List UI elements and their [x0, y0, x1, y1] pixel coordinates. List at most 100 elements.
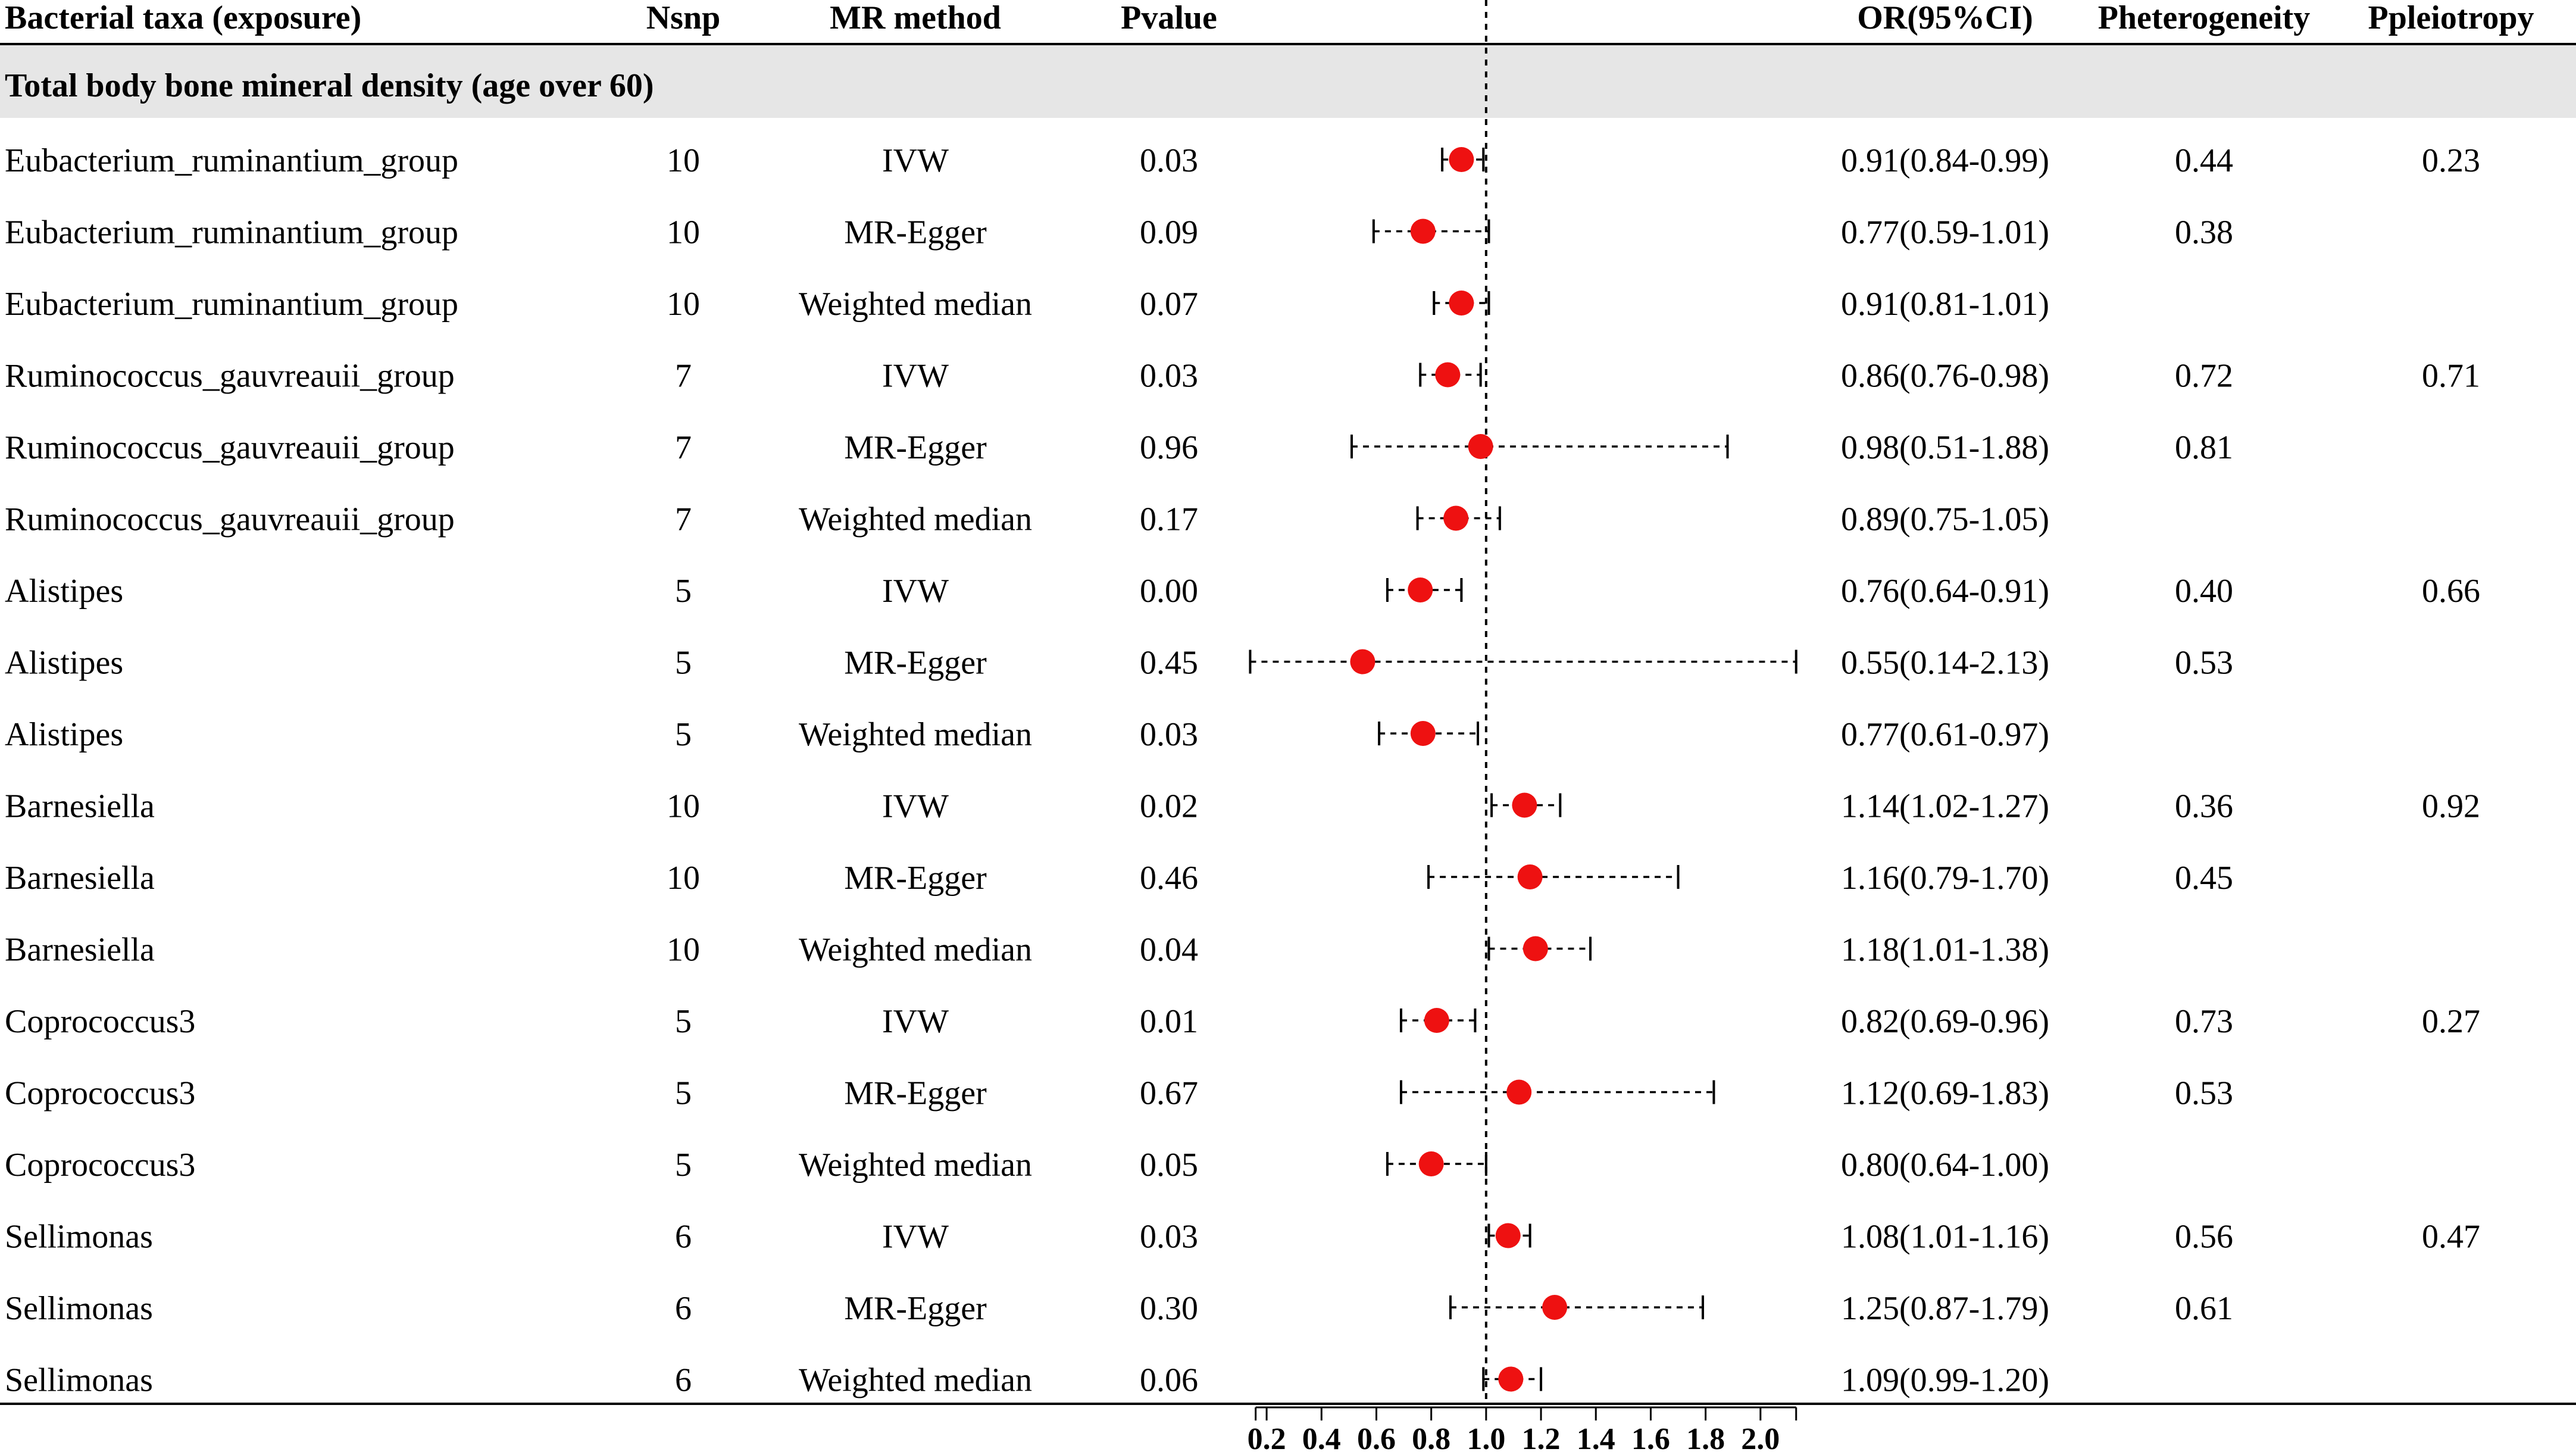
table-row: Alistipes 5 IVW 0.00 0.76(0.64-0.91) 0.40 0.66 — [5, 573, 2480, 610]
cell-pvalue: 0.46 — [1140, 860, 1198, 897]
cell-ppleiotropy: 0.23 — [2422, 142, 2480, 179]
cell-pvalue: 0.01 — [1140, 1003, 1198, 1040]
table-row: Coprococcus3 5 Weighted median 0.05 0.80(0.6… — [5, 1147, 2049, 1184]
table-row: Barnesiella 10 IVW 0.02 1.14(1.02-1.27) 0.36 0… — [5, 788, 2480, 825]
ci-whisker — [1249, 650, 1797, 674]
header-or-ci: OR(95%CI) — [1857, 0, 2033, 36]
cell-nsnp: 6 — [675, 1290, 692, 1327]
cell-pvalue: 0.03 — [1140, 358, 1198, 395]
cell-pvalue: 0.03 — [1140, 716, 1198, 753]
cell-taxa: Coprococcus3 — [5, 1147, 195, 1184]
header-taxa: Bacterial taxa (exposure) — [5, 0, 361, 36]
cell-or-ci: 0.91(0.84-0.99) — [1841, 142, 2049, 179]
header-row: Bacterial taxa (exposure) Nsnp MR method… — [5, 0, 2534, 36]
cell-pvalue: 0.30 — [1140, 1290, 1198, 1327]
cell-or-ci: 1.12(0.69-1.83) — [1841, 1075, 2049, 1112]
cell-nsnp: 5 — [675, 1003, 692, 1040]
cell-mr-method: IVW — [882, 573, 949, 610]
cell-pvalue: 0.03 — [1140, 142, 1198, 179]
ci-whisker — [1350, 435, 1729, 458]
cell-mr-method: Weighted median — [799, 1362, 1032, 1399]
cell-or-ci: 0.76(0.64-0.91) — [1841, 573, 2049, 610]
or-point — [1410, 721, 1436, 746]
cell-ppleiotropy: 0.27 — [2422, 1003, 2480, 1040]
x-tick-label: 1.8 — [1686, 1422, 1725, 1455]
table-row: Barnesiella 10 MR-Egger 0.46 1.16(0.79-1.70)… — [5, 860, 2233, 897]
x-tick-label: 1.2 — [1522, 1422, 1561, 1455]
cell-pheterogeneity: 0.53 — [2175, 645, 2233, 682]
subgroup-title: Total body bone mineral density (age ove… — [5, 67, 654, 104]
cell-mr-method: MR-Egger — [844, 429, 987, 466]
or-point — [1435, 362, 1461, 388]
table-row: Alistipes 5 Weighted median 0.03 0.77(0.61-0… — [5, 716, 2049, 753]
ci-whisker — [1427, 865, 1680, 889]
cell-pheterogeneity: 0.45 — [2175, 860, 2233, 897]
cell-pvalue: 0.00 — [1140, 573, 1198, 610]
x-tick-label: 0.8 — [1412, 1422, 1450, 1455]
cell-pvalue: 0.06 — [1140, 1362, 1198, 1399]
or-point — [1350, 649, 1375, 675]
header-ppleiotropy: Ppleiotropy — [2368, 0, 2534, 36]
table-row: Barnesiella 10 Weighted median 0.04 1.18(1.0… — [5, 932, 2049, 969]
cell-taxa: Eubacterium_ruminantium_group — [5, 142, 458, 179]
x-tick-label: 1.4 — [1577, 1422, 1615, 1455]
cell-nsnp: 5 — [675, 716, 692, 753]
cell-mr-method: MR-Egger — [844, 860, 987, 897]
cell-mr-method: Weighted median — [799, 1147, 1032, 1184]
table-row: Sellimonas 6 IVW 0.03 1.08(1.01-1.16) 0.56 0.4… — [5, 1219, 2480, 1256]
cell-ppleiotropy: 0.71 — [2422, 358, 2480, 395]
forest-plot — [1249, 0, 1797, 1404]
cell-or-ci: 0.77(0.59-1.01) — [1841, 214, 2049, 251]
cell-nsnp: 7 — [675, 358, 692, 395]
ci-whisker — [1487, 1223, 1531, 1248]
cell-taxa: Barnesiella — [5, 932, 155, 969]
or-point — [1449, 291, 1474, 316]
subgroup-band — [0, 45, 2576, 118]
cell-taxa: Coprococcus3 — [5, 1003, 195, 1040]
table-row: Coprococcus3 5 MR-Egger 0.67 1.12(0.69-1.83)… — [5, 1075, 2233, 1112]
cell-or-ci: 0.98(0.51-1.88) — [1841, 429, 2049, 466]
cell-taxa: Alistipes — [5, 645, 123, 682]
table-rows: Eubacterium_ruminantium_group 10 IVW 0.03 0.… — [5, 142, 2480, 1399]
cell-nsnp: 5 — [675, 573, 692, 610]
table-row: Sellimonas 6 Weighted median 0.06 1.09(0.99-… — [5, 1362, 2049, 1399]
cell-taxa: Sellimonas — [5, 1290, 153, 1327]
cell-or-ci: 0.89(0.75-1.05) — [1841, 501, 2049, 538]
or-point — [1449, 147, 1474, 172]
cell-pheterogeneity: 0.72 — [2175, 358, 2233, 395]
cell-or-ci: 0.82(0.69-0.96) — [1841, 1003, 2049, 1040]
cell-mr-method: MR-Egger — [844, 645, 987, 682]
cell-nsnp: 10 — [667, 932, 700, 969]
or-point — [1498, 1366, 1524, 1392]
cell-nsnp: 6 — [675, 1362, 692, 1399]
cell-or-ci: 1.14(1.02-1.27) — [1841, 788, 2049, 825]
x-tick-label: 1.0 — [1467, 1422, 1505, 1455]
table-row: Coprococcus3 5 IVW 0.01 0.82(0.69-0.96) 0.73 0… — [5, 1003, 2480, 1040]
table-row: Ruminococcus_gauvreauii_group 7 Weighted m… — [5, 501, 2049, 538]
cell-nsnp: 6 — [675, 1219, 692, 1256]
cell-nsnp: 10 — [667, 286, 700, 323]
cell-pheterogeneity: 0.56 — [2175, 1219, 2233, 1256]
cell-ppleiotropy: 0.66 — [2422, 573, 2480, 610]
header-pheterogeneity: Pheterogeneity — [2098, 0, 2311, 36]
cell-mr-method: MR-Egger — [844, 1290, 987, 1327]
or-point — [1408, 577, 1433, 602]
cell-pheterogeneity: 0.81 — [2175, 429, 2233, 466]
or-point — [1418, 1151, 1444, 1176]
cell-pvalue: 0.03 — [1140, 1219, 1198, 1256]
cell-or-ci: 1.18(1.01-1.38) — [1841, 932, 2049, 969]
or-point — [1424, 1008, 1449, 1033]
table-row: Ruminococcus_gauvreauii_group 7 IVW 0.03 0.8… — [5, 358, 2480, 395]
cell-pvalue: 0.04 — [1140, 932, 1198, 969]
table-row: Ruminococcus_gauvreauii_group 7 MR-Egger 0.… — [5, 429, 2233, 466]
table-row: Eubacterium_ruminantium_group 10 MR-Egger 0… — [5, 214, 2233, 251]
table-row: Sellimonas 6 MR-Egger 0.30 1.25(0.87-1.79) 0.… — [5, 1290, 2233, 1327]
cell-taxa: Eubacterium_ruminantium_group — [5, 286, 458, 323]
x-tick-label: 2.0 — [1741, 1422, 1780, 1455]
x-tick-label: 0.6 — [1357, 1422, 1396, 1455]
cell-pheterogeneity: 0.40 — [2175, 573, 2233, 610]
x-tick-label: 0.4 — [1302, 1422, 1341, 1455]
or-point — [1517, 864, 1543, 889]
table-row: Alistipes 5 MR-Egger 0.45 0.55(0.14-2.13) 0.5… — [5, 645, 2233, 682]
